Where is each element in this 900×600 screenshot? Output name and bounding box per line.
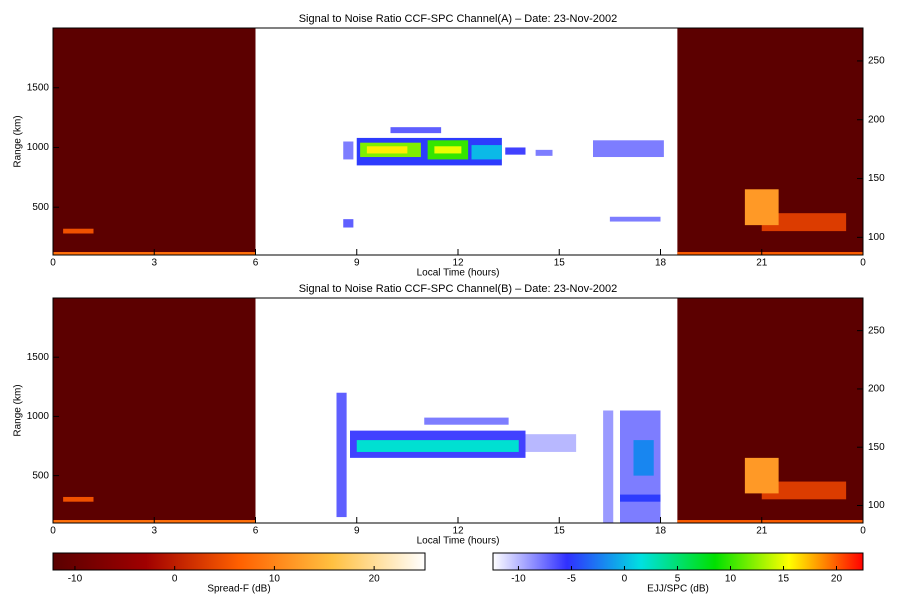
x-tick-label: 3 [151,258,157,269]
colorbar-label: EJJ/SPC (dB) [647,584,709,595]
y-axis-label: Range (km) [13,115,24,167]
heat-patch [505,147,526,155]
x-tick-label: 15 [554,526,566,537]
heat-patch [336,392,347,518]
x-tick-label: 12 [452,258,464,269]
x-tick-label: 18 [655,526,667,537]
heat-patch [633,440,654,476]
colorbar-tick-label: 0 [172,574,178,585]
x-tick-label: 15 [554,258,566,269]
y-tick-label: 500 [32,202,49,213]
heat-patch [761,213,847,232]
x-axis-label: Local Time (hours) [417,268,500,279]
x-tick-label: 3 [151,526,157,537]
x-tick-label: 6 [253,258,259,269]
y2-tick-label: 150 [868,173,885,184]
heat-patch [63,228,94,234]
x-tick-label: 6 [253,526,259,537]
heat-patch [53,28,256,255]
heat-patch [424,417,509,425]
y2-tick-label: 200 [868,114,885,125]
heat-patch [471,145,502,160]
colorbar-tick-label: 20 [369,574,381,585]
x-tick-label: 9 [354,526,360,537]
x-axis-label: Local Time (hours) [417,536,500,547]
colorbar-tick-label: 0 [622,574,628,585]
y-tick-label: 500 [32,470,49,481]
y2-tick-label: 150 [868,442,885,453]
colorbar-tick-label: 5 [675,574,681,585]
heat-patch [390,127,442,134]
x-tick-label: 12 [452,526,464,537]
colorbar-tick-label: 15 [778,574,790,585]
colorbar [492,552,864,571]
colorbar-tick-label: -10 [511,574,526,585]
colorbar-tick-label: -5 [567,574,576,585]
colorbar-tick-label: 10 [269,574,281,585]
y-tick-label: 1000 [27,142,50,153]
y2-tick-label: 200 [868,384,885,395]
y2-tick-label: 100 [868,500,885,511]
x-tick-label: 9 [354,258,360,269]
x-tick-label: 21 [756,258,768,269]
heat-patch [744,189,779,226]
y-tick-label: 1000 [27,411,50,422]
x-tick-label: 21 [756,526,768,537]
panel-title: Signal to Noise Ratio CCF-SPC Channel(A)… [299,13,618,25]
y2-tick-label: 100 [868,232,885,243]
x-tick-label: 0 [50,258,56,269]
heat-patch [593,140,664,158]
heat-patch [343,219,354,228]
colorbar-tick-label: 10 [725,574,737,585]
x-tick-label: 18 [655,258,667,269]
x-tick-label: 0 [50,526,56,537]
y-tick-label: 1500 [27,82,50,93]
colorbar-tick-label: -10 [68,574,83,585]
y2-tick-label: 250 [868,325,885,336]
heat-patch [535,149,553,156]
colorbar [52,552,426,571]
heat-patch [603,410,614,523]
y-axis-label: Range (km) [13,384,24,436]
heat-patch [761,481,847,500]
heat-patch [434,146,462,154]
heat-patch [53,298,256,523]
colorbar-tick-label: 20 [831,574,843,585]
panel-title: Signal to Noise Ratio CCF-SPC Channel(B)… [299,283,618,295]
heat-patch [343,141,354,160]
heat-patch [366,146,408,154]
heat-patch [525,434,577,452]
heat-patch [744,457,779,494]
heat-patch [677,252,863,255]
x-tick-label: 0 [860,526,866,537]
heat-patch [356,440,519,452]
y-tick-label: 1500 [27,352,50,363]
colorbar-label: Spread-F (dB) [207,584,270,595]
x-tick-label: 0 [860,258,866,269]
heat-patch [63,496,94,502]
heat-patch [620,494,661,502]
heat-patch [609,216,661,222]
y2-tick-label: 250 [868,56,885,67]
heat-patch [677,520,863,523]
